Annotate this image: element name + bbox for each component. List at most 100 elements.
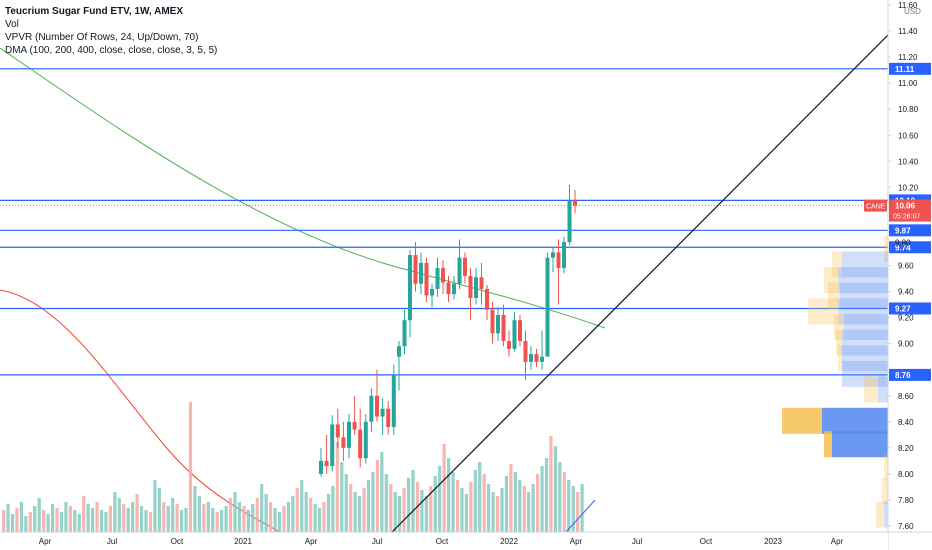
volume-bar [313,504,317,532]
short-trendline [565,499,596,533]
candlestick [512,320,517,349]
volume-bar [104,512,108,532]
volume-bar [19,502,23,532]
volume-bar [15,508,19,532]
volume-bar [202,504,206,532]
volume-bar [522,486,526,532]
volume-bar [433,476,437,532]
candlestick [496,314,500,334]
volume-bar [322,502,326,532]
volume-bar [264,494,268,532]
vp-down-bar [884,235,888,262]
volume-bar [131,502,135,532]
candlestick [369,395,374,422]
dma-green-line [0,47,606,329]
legend-vpvr[interactable]: VPVR (Number Of Rows, 24, Up/Down, 70) [5,32,199,43]
last-price-badge [889,199,931,222]
volume-bar [304,492,308,532]
price-tick-label: 9.00 [898,340,914,349]
volume-bar [531,484,535,532]
price-tick-label: 9.20 [898,314,914,323]
volume-bar [269,502,273,532]
volume-bar [380,452,384,532]
volume-bar [317,508,322,532]
price-tick-label: 10.20 [898,183,919,192]
volume-bar [349,484,353,532]
legend-dma[interactable]: DMA (100, 200, 400, close, close, close,… [5,45,218,56]
volume-bar [28,512,32,532]
volume-bar [576,492,580,532]
volume-bar [108,506,112,532]
candlesticks [319,184,577,477]
candlestick [468,275,473,299]
volume-bar [91,508,95,532]
volume-bar [473,470,477,532]
chart-legend: Teucrium Sugar Fund ETV, 1W, AMEX Vol VP… [5,5,217,57]
legend-vol[interactable]: Vol [5,19,19,30]
volume-bar [153,480,157,532]
candlestick [501,314,506,342]
time-tick-label: Apr [570,537,583,546]
candlestick [479,277,484,289]
symbol-title[interactable]: Teucrium Sugar Fund ETV, 1W, AMEX [5,6,183,17]
volume-bar [460,488,464,532]
price-axis-bg [888,0,932,550]
price-tick-label: 11.00 [898,79,918,88]
volume-bar [99,510,104,532]
dma-red-line [0,289,281,533]
volume-bar [37,498,41,532]
vp-down-bar [782,407,822,434]
time-tick-label: Apr [39,537,52,546]
candlestick [424,262,429,296]
volume-bar [362,488,366,532]
level-price-text: 8.76 [895,371,911,380]
volume-bar [353,492,357,532]
rising-trendline [391,32,891,533]
volume-bar [495,496,500,532]
volume-bar [536,474,540,532]
level-price-text: 9.87 [895,226,911,235]
candlestick [352,421,357,430]
volume-bar [86,504,90,532]
vp-up-bar [838,298,888,325]
volume-bar [393,492,397,532]
price-tick-label: 8.60 [898,392,914,401]
level-price-badge [889,241,931,254]
time-tick-label: Jul [632,537,642,546]
volume-bar [513,472,517,532]
volume-bar [549,436,553,532]
vp-down-bar [864,376,878,403]
time-tick-label: Oct [171,537,184,546]
price-tick-label: 10.60 [898,131,919,140]
partial-price-label: 9.80 [895,238,911,247]
volume-bar [162,502,166,532]
candlestick [330,424,335,467]
volume-bar [113,492,117,532]
vp-down-bar [808,298,838,325]
candlestick [567,200,572,243]
volume-bar [220,510,224,532]
volume-bar [33,506,37,532]
level-price-badge [889,224,931,237]
candlestick [430,288,434,296]
volume-bar [166,506,170,532]
vp-up-bar [822,407,888,434]
volume-bar [375,460,379,532]
symbol-badge-text: CANE [866,204,886,211]
volume-bar [420,490,424,532]
candlestick [347,421,351,448]
candlestick [452,283,456,295]
volume-bar [447,458,451,532]
time-tick-label: 2021 [234,537,252,546]
volume-bar [331,486,335,532]
volume-bar [224,506,228,532]
volume-bar [478,462,482,532]
candlestick [529,354,533,362]
candlestick [319,460,323,474]
volume-bar [42,510,46,532]
volume-bar [144,510,148,532]
volume-bar [175,504,179,532]
candlestick [507,341,511,349]
volume-bars [2,402,584,532]
